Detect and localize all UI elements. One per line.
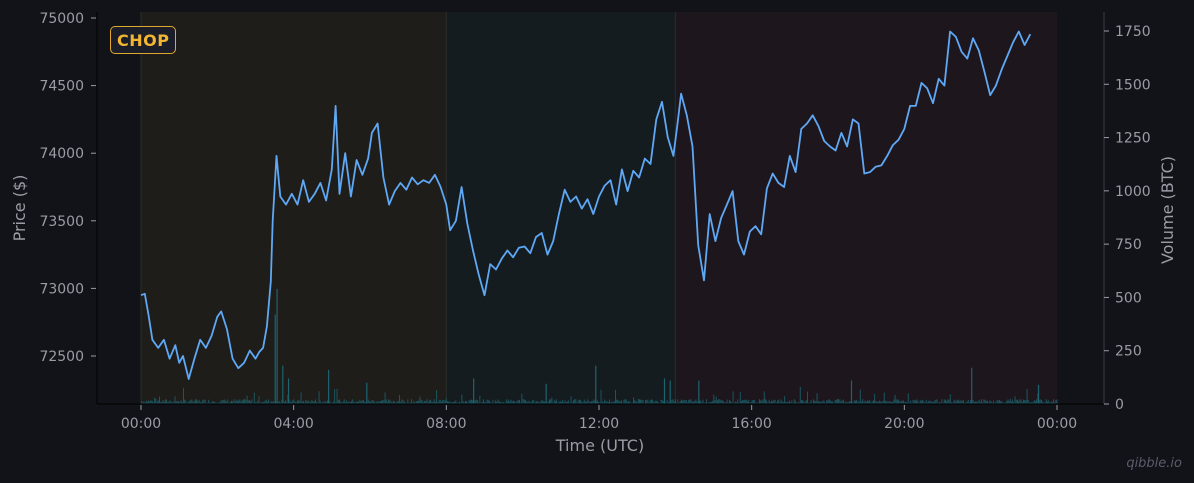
y2-tick-label: 1250 bbox=[1115, 131, 1151, 147]
regime-regions bbox=[140, 12, 1057, 404]
y-tick-label: 74500 bbox=[39, 79, 84, 95]
x-tick-label: 00:00 bbox=[1037, 416, 1077, 432]
y2-tick-label: 750 bbox=[1115, 237, 1142, 253]
x-tick-label: 04:00 bbox=[273, 416, 313, 432]
y2-tick-label: 250 bbox=[1115, 344, 1142, 360]
y2-tick-label: 1000 bbox=[1115, 184, 1151, 200]
regime-badge: CHOP bbox=[110, 26, 177, 54]
y-tick-label: 73000 bbox=[39, 281, 84, 297]
volume-axis-ticks: 0 250 500 750 1000 1250 1500 1750 bbox=[1104, 24, 1151, 413]
region-3 bbox=[675, 12, 1057, 404]
y2-tick-label: 0 bbox=[1115, 397, 1124, 413]
y2-axis-label: Volume (BTC) bbox=[1158, 156, 1177, 264]
y-tick-label: 75000 bbox=[39, 11, 84, 27]
x-tick-label: 08:00 bbox=[426, 416, 466, 432]
y-tick-label: 74000 bbox=[39, 146, 84, 162]
y-tick-label: 72500 bbox=[39, 349, 84, 365]
price-axis-ticks: 72500 73000 73500 74000 74500 75000 bbox=[39, 11, 96, 365]
y2-tick-label: 1750 bbox=[1115, 24, 1151, 40]
x-tick-label: 12:00 bbox=[579, 416, 619, 432]
x-tick-label: 00:00 bbox=[121, 416, 161, 432]
volume-bars bbox=[141, 288, 1058, 404]
price-line bbox=[140, 30, 1032, 380]
x-tick-label: 20:00 bbox=[884, 416, 924, 432]
y2-tick-label: 500 bbox=[1115, 290, 1142, 306]
watermark: qibble.io bbox=[1126, 456, 1182, 471]
x-tick-label: 16:00 bbox=[731, 416, 771, 432]
y2-tick-label: 1500 bbox=[1115, 77, 1151, 93]
time-axis-ticks: 00:00 04:00 08:00 12:00 16:00 20:00 00:00 bbox=[121, 405, 1077, 432]
y-tick-label: 73500 bbox=[39, 214, 84, 230]
y-axis-label: Price ($) bbox=[10, 175, 29, 242]
region-1 bbox=[141, 12, 447, 404]
x-axis-label: Time (UTC) bbox=[555, 436, 644, 455]
